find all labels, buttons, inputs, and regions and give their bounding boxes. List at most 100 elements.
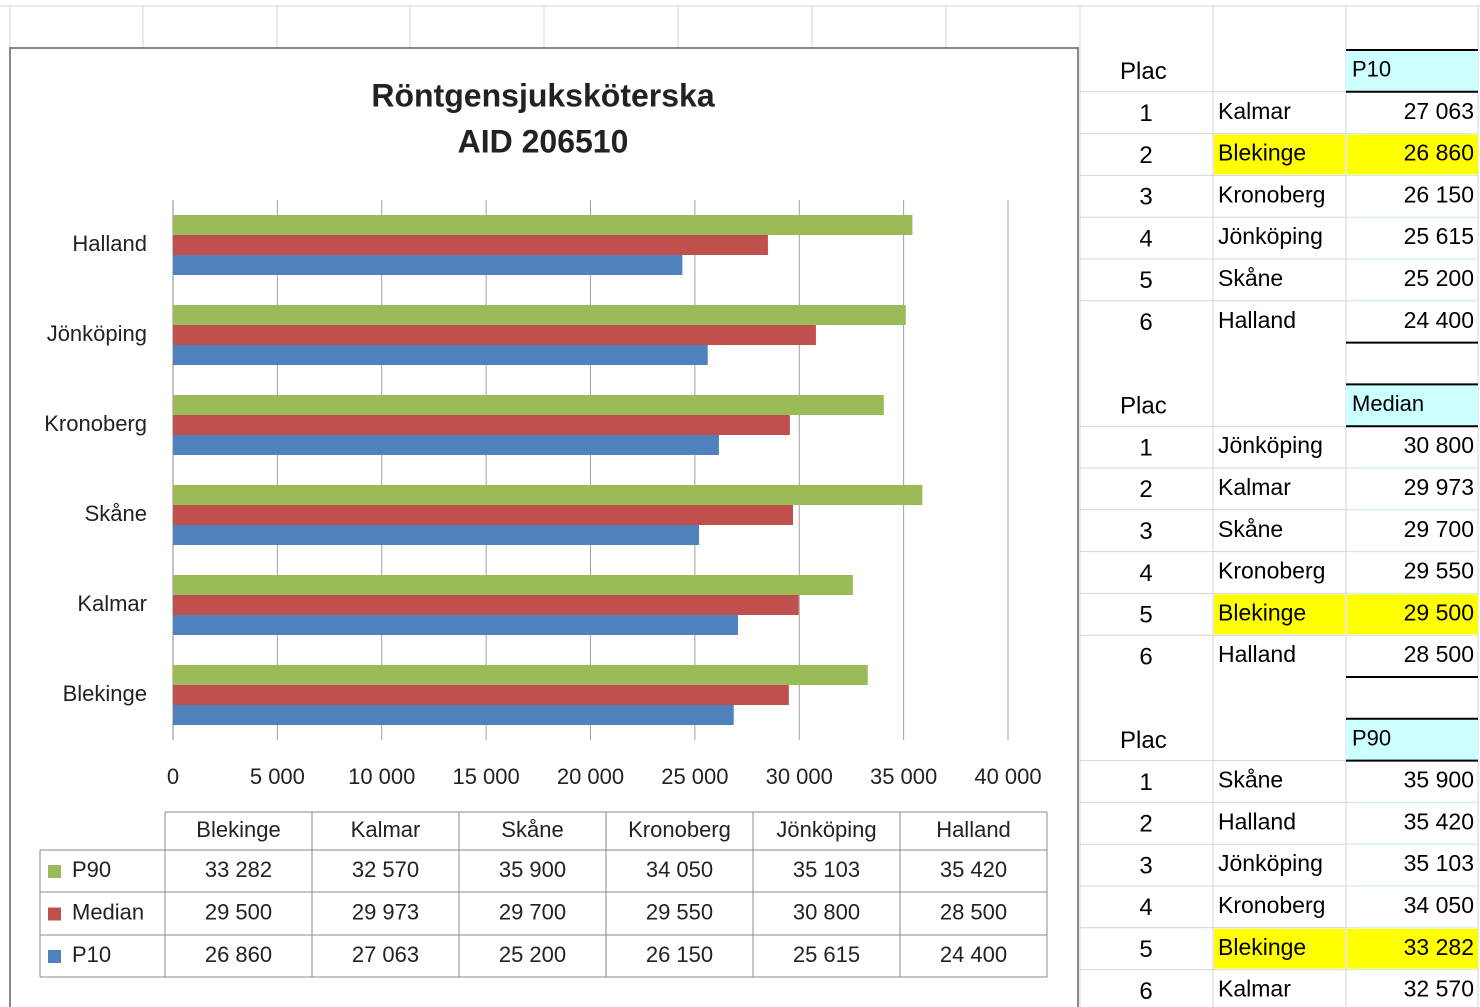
plac-header: Plac <box>1120 393 1167 420</box>
table-value: 34 050 <box>646 857 713 882</box>
chart-subtitle: AID 206510 <box>458 123 629 159</box>
x-tick-label: 25 000 <box>661 764 728 789</box>
name: Kronoberg <box>1218 558 1325 584</box>
bar <box>173 395 884 415</box>
name: Skåne <box>1218 265 1283 291</box>
header-cell <box>1346 384 1478 427</box>
table-value: 27 063 <box>352 942 419 967</box>
highlight <box>1214 928 1345 969</box>
legend-label: Median <box>72 899 144 924</box>
table-value: 25 615 <box>793 942 860 967</box>
x-tick-label: 20 000 <box>557 764 624 789</box>
legend-key <box>48 950 61 963</box>
name: Skåne <box>1218 516 1283 542</box>
table-value: 26 860 <box>205 942 272 967</box>
table-header: Jönköping <box>776 817 876 842</box>
x-tick-label: 5 000 <box>250 764 305 789</box>
y-tick-label: Blekinge <box>63 681 147 706</box>
name: Kalmar <box>1218 98 1291 124</box>
highlight <box>1214 134 1345 175</box>
y-tick-label: Kalmar <box>77 591 147 616</box>
bar <box>173 505 793 525</box>
table-value: 25 200 <box>499 942 566 967</box>
value: 29 973 <box>1404 474 1474 500</box>
bar <box>173 705 734 725</box>
rank: 3 <box>1139 518 1152 545</box>
legend-label: P90 <box>72 857 111 882</box>
rank: 5 <box>1139 602 1152 629</box>
legend-label: P10 <box>72 942 111 967</box>
name: Halland <box>1218 641 1296 667</box>
value: 29 500 <box>1404 599 1474 625</box>
table-header: Kalmar <box>351 817 421 842</box>
table-value: 33 282 <box>205 857 272 882</box>
rank: 4 <box>1139 894 1152 921</box>
table-value: 29 550 <box>646 899 713 924</box>
bar <box>173 595 799 615</box>
name: Jönköping <box>1218 223 1323 249</box>
y-tick-label: Kronoberg <box>44 411 147 436</box>
table-value: 29 500 <box>205 899 272 924</box>
table-value: 29 973 <box>352 899 419 924</box>
name: Jönköping <box>1218 850 1323 876</box>
name: Kalmar <box>1218 474 1291 500</box>
bar <box>173 525 700 545</box>
bar <box>173 345 708 365</box>
value: 35 103 <box>1404 850 1474 876</box>
name: Blekinge <box>1218 599 1306 625</box>
rank: 5 <box>1139 267 1152 294</box>
x-tick-label: 30 000 <box>766 764 833 789</box>
value: 30 800 <box>1404 432 1474 458</box>
rank: 4 <box>1139 225 1152 252</box>
rank: 6 <box>1139 978 1152 1005</box>
value: 35 420 <box>1404 808 1474 834</box>
rank: 2 <box>1139 811 1152 838</box>
value: 25 615 <box>1404 223 1474 249</box>
rank: 3 <box>1139 852 1152 879</box>
x-tick-label: 35 000 <box>870 764 937 789</box>
x-tick-label: 10 000 <box>348 764 415 789</box>
table-value: 35 420 <box>940 857 1007 882</box>
column-header: P90 <box>1352 726 1391 751</box>
table-header: Blekinge <box>196 817 280 842</box>
bar <box>173 215 913 235</box>
table-value: 35 103 <box>793 857 860 882</box>
bar <box>173 665 868 685</box>
x-tick-label: 0 <box>167 764 179 789</box>
name: Blekinge <box>1218 140 1306 166</box>
bar <box>173 685 789 705</box>
legend-key <box>48 865 61 878</box>
column-header: Median <box>1352 391 1424 416</box>
x-tick-label: 15 000 <box>452 764 519 789</box>
value: 32 570 <box>1404 976 1474 1002</box>
name: Halland <box>1218 808 1296 834</box>
sheet-grid <box>0 5 1480 1007</box>
table-value: 30 800 <box>793 899 860 924</box>
bar <box>173 615 738 635</box>
value: 33 282 <box>1404 934 1474 960</box>
rank: 4 <box>1139 560 1152 587</box>
rank: 1 <box>1139 100 1152 127</box>
bar <box>173 325 816 345</box>
rank: 1 <box>1139 434 1152 461</box>
plac-header: Plac <box>1120 727 1167 754</box>
header-cell <box>1346 50 1478 92</box>
bar <box>173 435 719 455</box>
value: 25 200 <box>1404 265 1474 291</box>
highlight <box>1214 594 1345 635</box>
table-header: Kronoberg <box>628 817 731 842</box>
name: Kalmar <box>1218 976 1291 1002</box>
rank: 2 <box>1139 476 1152 503</box>
bar <box>173 575 853 595</box>
value: 27 063 <box>1404 98 1474 124</box>
table-value: 24 400 <box>940 942 1007 967</box>
rank: 3 <box>1139 184 1152 211</box>
y-tick-label: Skåne <box>85 501 147 526</box>
rank: 6 <box>1139 309 1152 336</box>
bar <box>173 235 768 255</box>
chart-title: Röntgensjuksköterska <box>371 77 714 113</box>
highlight <box>1347 928 1478 969</box>
value: 28 500 <box>1404 641 1474 667</box>
name: Kronoberg <box>1218 181 1325 207</box>
rank: 2 <box>1139 142 1152 169</box>
